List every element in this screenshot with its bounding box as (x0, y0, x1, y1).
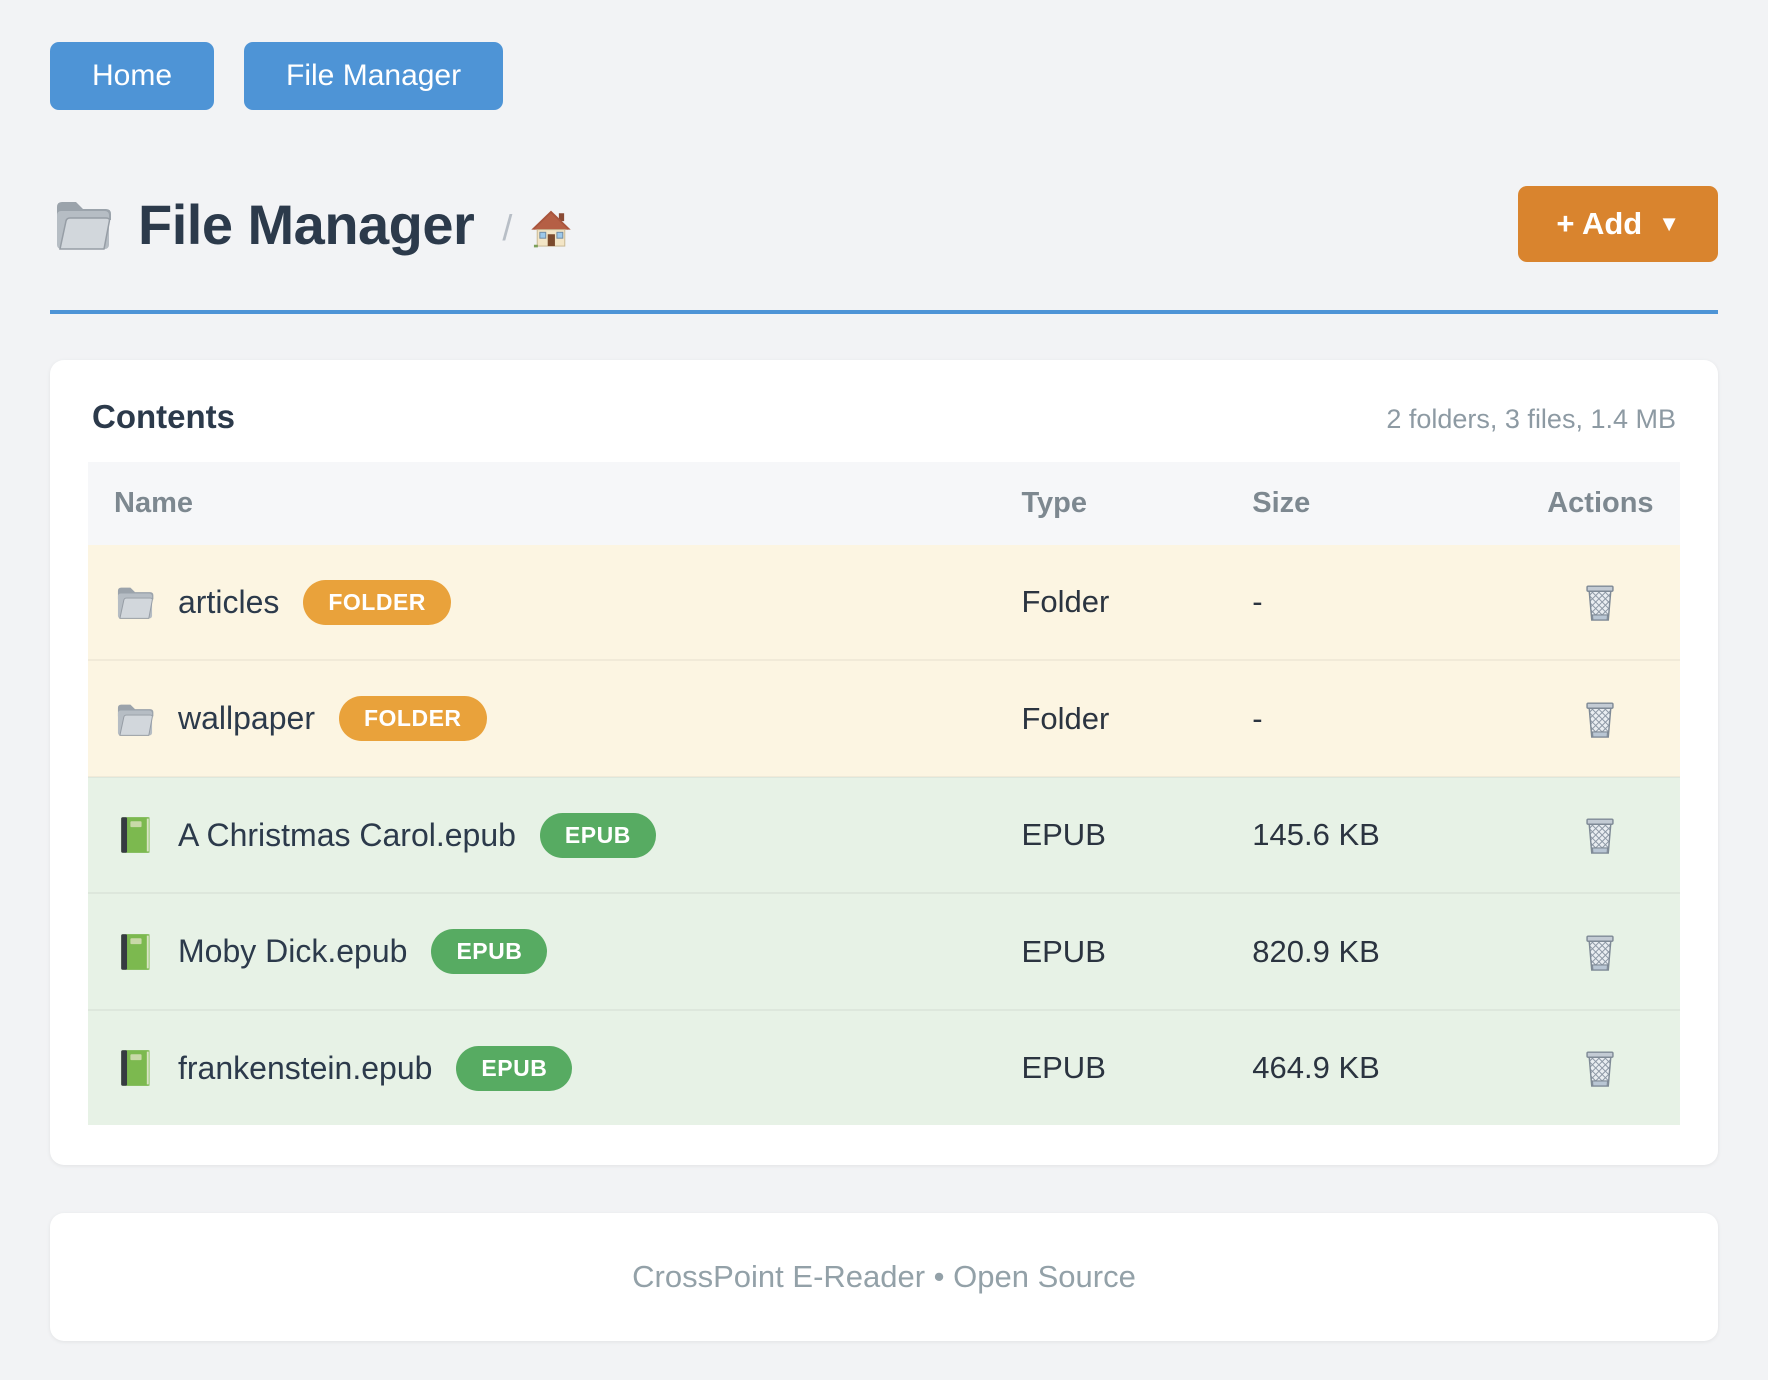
item-size: 820.9 KB (1226, 892, 1521, 1010)
delete-button[interactable] (1577, 928, 1623, 976)
item-type: Folder (995, 659, 1227, 777)
breadcrumb-nav: Home File Manager (50, 42, 1718, 110)
column-header-actions: Actions (1520, 462, 1680, 545)
item-type: EPUB (995, 892, 1227, 1010)
item-name[interactable]: Moby Dick.epub (178, 933, 408, 970)
type-badge: EPUB (431, 929, 548, 975)
trash-icon (1577, 928, 1623, 976)
folder-icon (50, 195, 116, 253)
chevron-down-icon: ▼ (1658, 211, 1680, 236)
home-button[interactable]: Home (50, 42, 215, 110)
column-header-size: Size (1226, 462, 1521, 545)
item-name[interactable]: wallpaper (178, 700, 315, 737)
column-header-name: Name (88, 462, 996, 545)
delete-button[interactable] (1577, 1044, 1623, 1092)
delete-button[interactable] (1577, 695, 1623, 743)
item-name[interactable]: A Christmas Carol.epub (178, 816, 516, 853)
book-icon (114, 931, 156, 973)
table-row[interactable]: Moby Dick.epub EPUB EPUB 820.9 KB (88, 892, 1680, 1010)
item-type: EPUB (995, 775, 1227, 894)
file-manager-button[interactable]: File Manager (244, 42, 504, 110)
item-size: - (1226, 659, 1521, 777)
title-divider (50, 310, 1718, 314)
item-size: 464.9 KB (1226, 1008, 1521, 1126)
column-header-type: Type (995, 462, 1227, 545)
contents-card: Contents 2 folders, 3 files, 1.4 MB Name… (50, 360, 1718, 1166)
item-name[interactable]: articles (178, 583, 280, 620)
add-button[interactable]: + Add ▼ (1518, 186, 1718, 262)
item-size: - (1252, 584, 1263, 620)
table-row[interactable]: A Christmas Carol.epub EPUB EPUB 145.6 K… (88, 775, 1680, 894)
book-icon (114, 814, 156, 856)
trash-icon (1577, 695, 1623, 743)
add-button-label: + Add (1556, 206, 1643, 241)
title-wrap: File Manager / (50, 192, 572, 257)
folder-icon (114, 698, 156, 740)
table-row[interactable]: wallpaper FOLDER Folder - (88, 659, 1680, 777)
book-icon (114, 1047, 156, 1089)
type-badge: EPUB (539, 812, 656, 858)
trash-icon (1577, 1044, 1623, 1092)
delete-button[interactable] (1577, 578, 1623, 626)
contents-table: Name Type Size Actions articles FOLDER (88, 462, 1680, 1126)
item-type: EPUB (995, 1008, 1227, 1126)
item-name[interactable]: frankenstein.epub (178, 1049, 433, 1086)
item-size: 145.6 KB (1226, 775, 1521, 894)
trash-icon (1577, 578, 1623, 626)
folder-icon (114, 581, 156, 623)
contents-summary: 2 folders, 3 files, 1.4 MB (1386, 404, 1676, 434)
footer-card: CrossPoint E-Reader • Open Source (50, 1213, 1718, 1342)
table-header-row: Name Type Size Actions (88, 462, 1680, 545)
table-row[interactable]: articles FOLDER Folder - (88, 545, 1680, 661)
page-title: File Manager (138, 192, 475, 256)
page-header: File Manager / + Add ▼ (50, 186, 1718, 262)
file-manager-page: Home File Manager File Manager / + Add ▼… (50, 42, 1718, 1342)
delete-button[interactable] (1577, 811, 1623, 859)
type-badge: FOLDER (303, 579, 451, 625)
trash-icon (1577, 811, 1623, 859)
footer-text: CrossPoint E-Reader • Open Source (632, 1259, 1136, 1295)
type-badge: FOLDER (338, 696, 487, 742)
contents-heading: Contents (92, 398, 235, 435)
type-badge: EPUB (456, 1045, 573, 1091)
house-icon[interactable] (530, 208, 572, 250)
table-row[interactable]: frankenstein.epub EPUB EPUB 464.9 KB (88, 1008, 1680, 1126)
breadcrumb-separator: / (502, 207, 513, 248)
item-type: Folder (1021, 584, 1110, 620)
contents-card-head: Contents 2 folders, 3 files, 1.4 MB (88, 398, 1680, 436)
